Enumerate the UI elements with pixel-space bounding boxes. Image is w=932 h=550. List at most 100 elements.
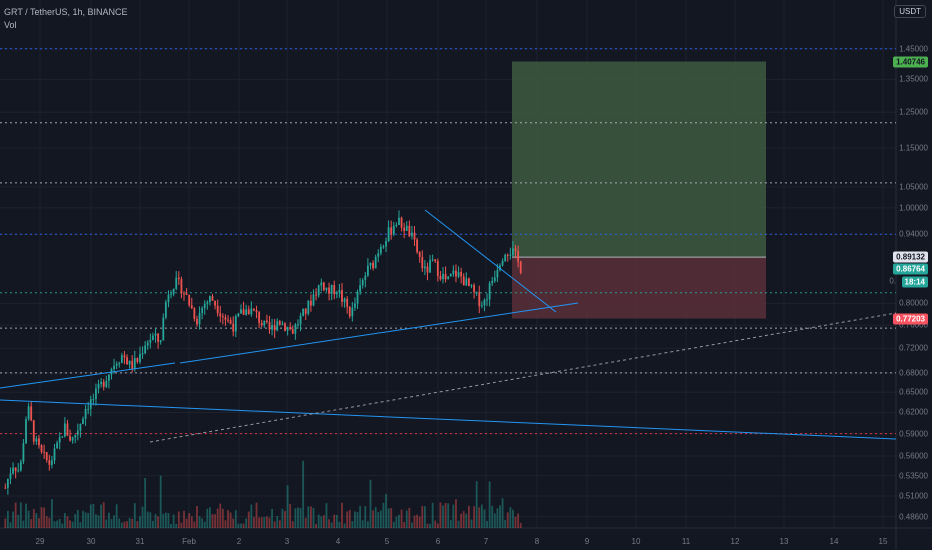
- candle-body: [273, 325, 276, 331]
- volume-bar: [499, 505, 501, 528]
- volume-bar: [423, 506, 426, 528]
- position-zones[interactable]: [512, 61, 766, 319]
- price-axis-label: 0.53500: [899, 471, 928, 481]
- candle-body: [322, 282, 325, 291]
- candle-body: [434, 259, 437, 262]
- volume-bar: [416, 514, 419, 528]
- candle-body: [196, 318, 198, 325]
- candle-body: [457, 272, 460, 277]
- volume-bar: [87, 513, 90, 528]
- volume-bar: [183, 510, 185, 528]
- candle-body: [343, 298, 346, 302]
- candle-body: [514, 248, 517, 251]
- candle-body: [63, 423, 66, 437]
- candle-body: [496, 270, 499, 278]
- volume-bar: [408, 507, 411, 528]
- volume-bar: [260, 517, 263, 528]
- stop-price-tag[interactable]: 0.77203: [893, 313, 928, 325]
- volume-bar: [504, 519, 507, 528]
- volume-bar: [206, 508, 209, 528]
- trendlines[interactable]: [0, 209, 897, 443]
- candle-body: [413, 232, 416, 240]
- volume-bar: [348, 509, 351, 528]
- price-axis-label: 0.62000: [899, 407, 928, 417]
- volume-bar: [190, 516, 193, 528]
- candle-body: [201, 308, 204, 314]
- volume-bar: [278, 520, 281, 528]
- candle-body: [395, 224, 398, 226]
- volume-bar: [328, 519, 330, 528]
- volume-bar: [405, 510, 408, 528]
- volume-bar: [164, 512, 167, 528]
- candle-body: [444, 274, 447, 280]
- candle-body: [470, 285, 473, 287]
- candle-body: [361, 280, 364, 286]
- date-axis-label: 29: [35, 537, 45, 546]
- volume-bar: [447, 503, 450, 528]
- volume-bar: [289, 503, 292, 528]
- candle-body: [271, 325, 273, 330]
- volume-bar: [126, 521, 128, 528]
- volume-bar: [40, 507, 43, 528]
- countdown-price-tag[interactable]: 18:14: [901, 276, 928, 288]
- date-axis-label: 3: [284, 537, 290, 546]
- current-price-tag[interactable]: 0.86764: [893, 263, 928, 275]
- volume-bar: [506, 512, 509, 528]
- volume-bar: [509, 507, 512, 528]
- volume-bar: [105, 519, 108, 528]
- volume-bar: [338, 521, 341, 528]
- volume-indicator-label[interactable]: Vol: [4, 20, 17, 30]
- loss-zone: [512, 257, 766, 319]
- candle-body: [185, 293, 188, 296]
- volume-bar: [265, 516, 268, 528]
- descending-trendline: [0, 399, 897, 440]
- volume-bar: [48, 517, 51, 528]
- candle-body: [157, 333, 160, 342]
- candle-body: [509, 254, 512, 256]
- currency-button[interactable]: USDT: [894, 5, 926, 18]
- volume-bar: [89, 504, 92, 528]
- dashed-trendline: [149, 312, 897, 443]
- entry-price-tag[interactable]: 0.89132: [893, 251, 928, 263]
- chart-legend: GRT / TetherUS, 1h, BINANCE Vol: [4, 6, 128, 32]
- candle-body: [115, 363, 118, 366]
- candle-body: [478, 292, 481, 307]
- candle-body: [221, 316, 224, 318]
- candle-body: [6, 479, 9, 488]
- volume-bar: [473, 506, 475, 528]
- candle-body: [442, 274, 444, 280]
- price-axis-label: 0.68000: [899, 368, 928, 378]
- target-price-tag[interactable]: 1.40746: [893, 56, 928, 67]
- volume-bar: [211, 514, 214, 528]
- volume-bar: [286, 485, 289, 528]
- volume-bar: [58, 518, 61, 528]
- volume-bar: [193, 521, 196, 528]
- volume-bar: [320, 516, 323, 528]
- volume-bar: [38, 518, 40, 528]
- volume-bar: [307, 506, 310, 528]
- symbol-title[interactable]: GRT / TetherUS, 1h, BINANCE: [4, 7, 128, 17]
- volume-bar: [22, 520, 25, 528]
- date-axis-label: 8: [534, 537, 540, 546]
- candle-body: [408, 225, 411, 237]
- horizontal-levels[interactable]: [0, 48, 896, 435]
- candle-body: [312, 294, 315, 306]
- volume-bar: [418, 516, 421, 528]
- volume-bar: [465, 513, 468, 528]
- candle-body: [56, 442, 59, 449]
- volume-bar: [214, 514, 216, 528]
- candle-body: [356, 291, 359, 304]
- volume-bar: [43, 507, 46, 528]
- volume-bar: [346, 511, 349, 528]
- candle-body: [258, 312, 261, 323]
- volume-bar: [53, 521, 56, 528]
- candle-body: [45, 452, 48, 461]
- volume-bar: [17, 514, 20, 528]
- volume-bar: [356, 512, 359, 528]
- candle-body: [276, 321, 279, 331]
- candle-body: [177, 277, 180, 280]
- volume-bar: [196, 506, 198, 528]
- volume-bar: [512, 509, 514, 528]
